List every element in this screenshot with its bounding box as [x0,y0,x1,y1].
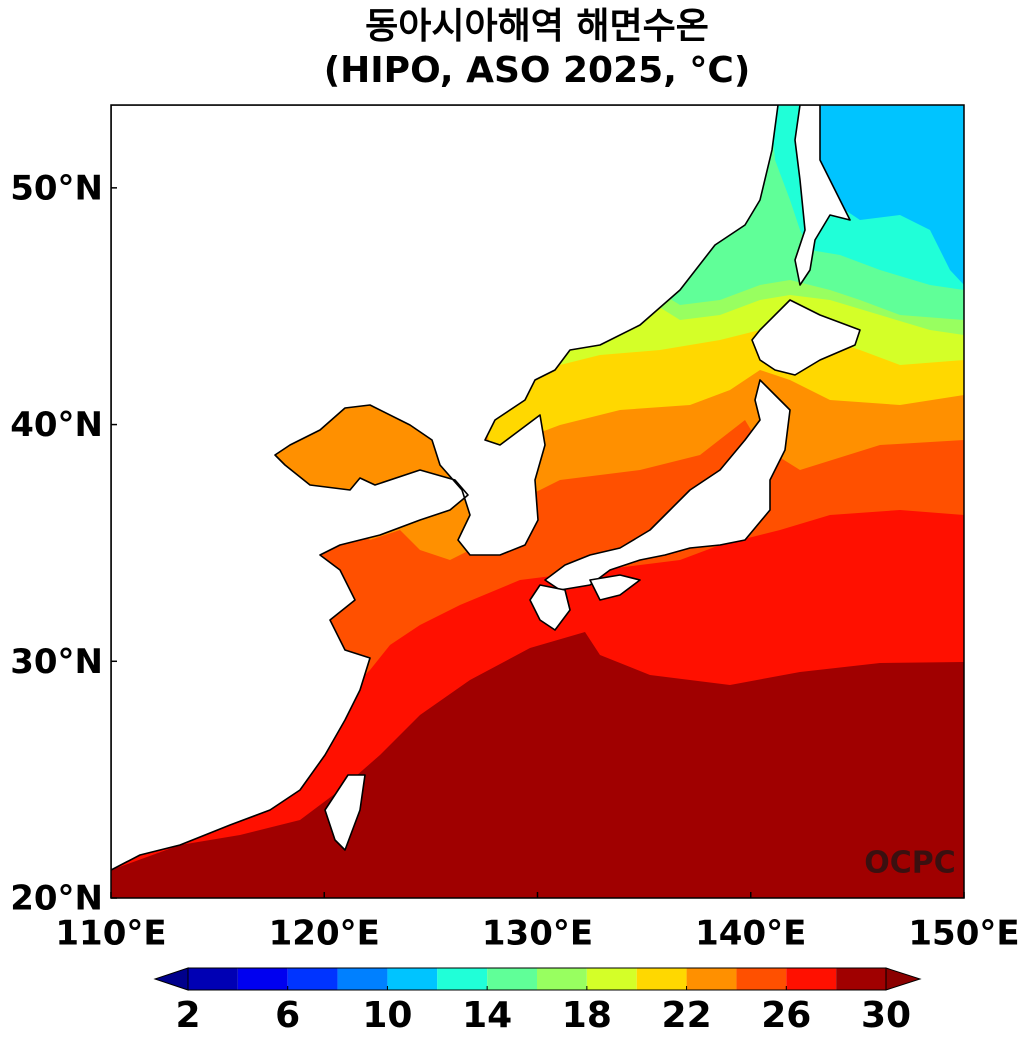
colorbar-tick-label: 22 [662,995,712,1036]
colorbar-box [437,968,488,990]
colorbar-tick-label: 10 [362,995,412,1036]
colorbar-box [836,968,886,990]
y-tick-label: 20°N [10,879,103,919]
watermark: OCPC [864,846,956,881]
y-tick-label: 30°N [10,642,103,682]
colorbar-box [686,968,737,990]
colorbar-box [387,968,438,990]
colorbar-box [337,968,388,990]
colorbar-tick-label: 18 [562,995,612,1036]
x-tick-label: 140°E [695,914,806,954]
colorbar-frame [187,967,887,991]
colorbar-box [586,968,637,990]
band-10-12 [810,105,964,285]
colorbar-extend-low [153,967,189,991]
subtitle: (HIPO, ASO 2025, °C) [324,50,751,91]
x-tick-label: 150°E [908,914,1019,954]
x-tick-label: 120°E [269,914,380,954]
y-tick-label: 50°N [10,168,103,208]
x-tick-label: 110°E [55,914,166,954]
colorbar-tick-label: 2 [175,995,200,1036]
colorbar-box [487,968,537,990]
sakhalin [794,105,851,286]
x-tick-label: 130°E [482,914,593,954]
mainland [111,105,779,871]
taiwan [324,774,366,851]
shikoku [589,574,641,601]
y-tick-label: 40°N [10,405,103,445]
title: 동아시아해역 해면수온 [365,6,709,47]
hokkaido [751,299,861,376]
colorbar-tick-label: 30 [861,995,911,1036]
colorbar-box [188,968,238,990]
colorbar-box [537,968,587,990]
colorbar-tick-label: 26 [761,995,811,1036]
colorbar-box [786,968,837,990]
colorbar-box [736,968,787,990]
colorbar-tick-label: 14 [462,995,512,1036]
sst-field [111,105,964,898]
kyushu [529,584,571,631]
honshu [544,379,791,591]
colorbar-box [237,968,288,990]
colorbar-tick-label: 6 [275,995,300,1036]
colorbar-box [287,968,338,990]
colorbar-box [636,968,687,990]
colorbar-extend-high [885,967,922,991]
